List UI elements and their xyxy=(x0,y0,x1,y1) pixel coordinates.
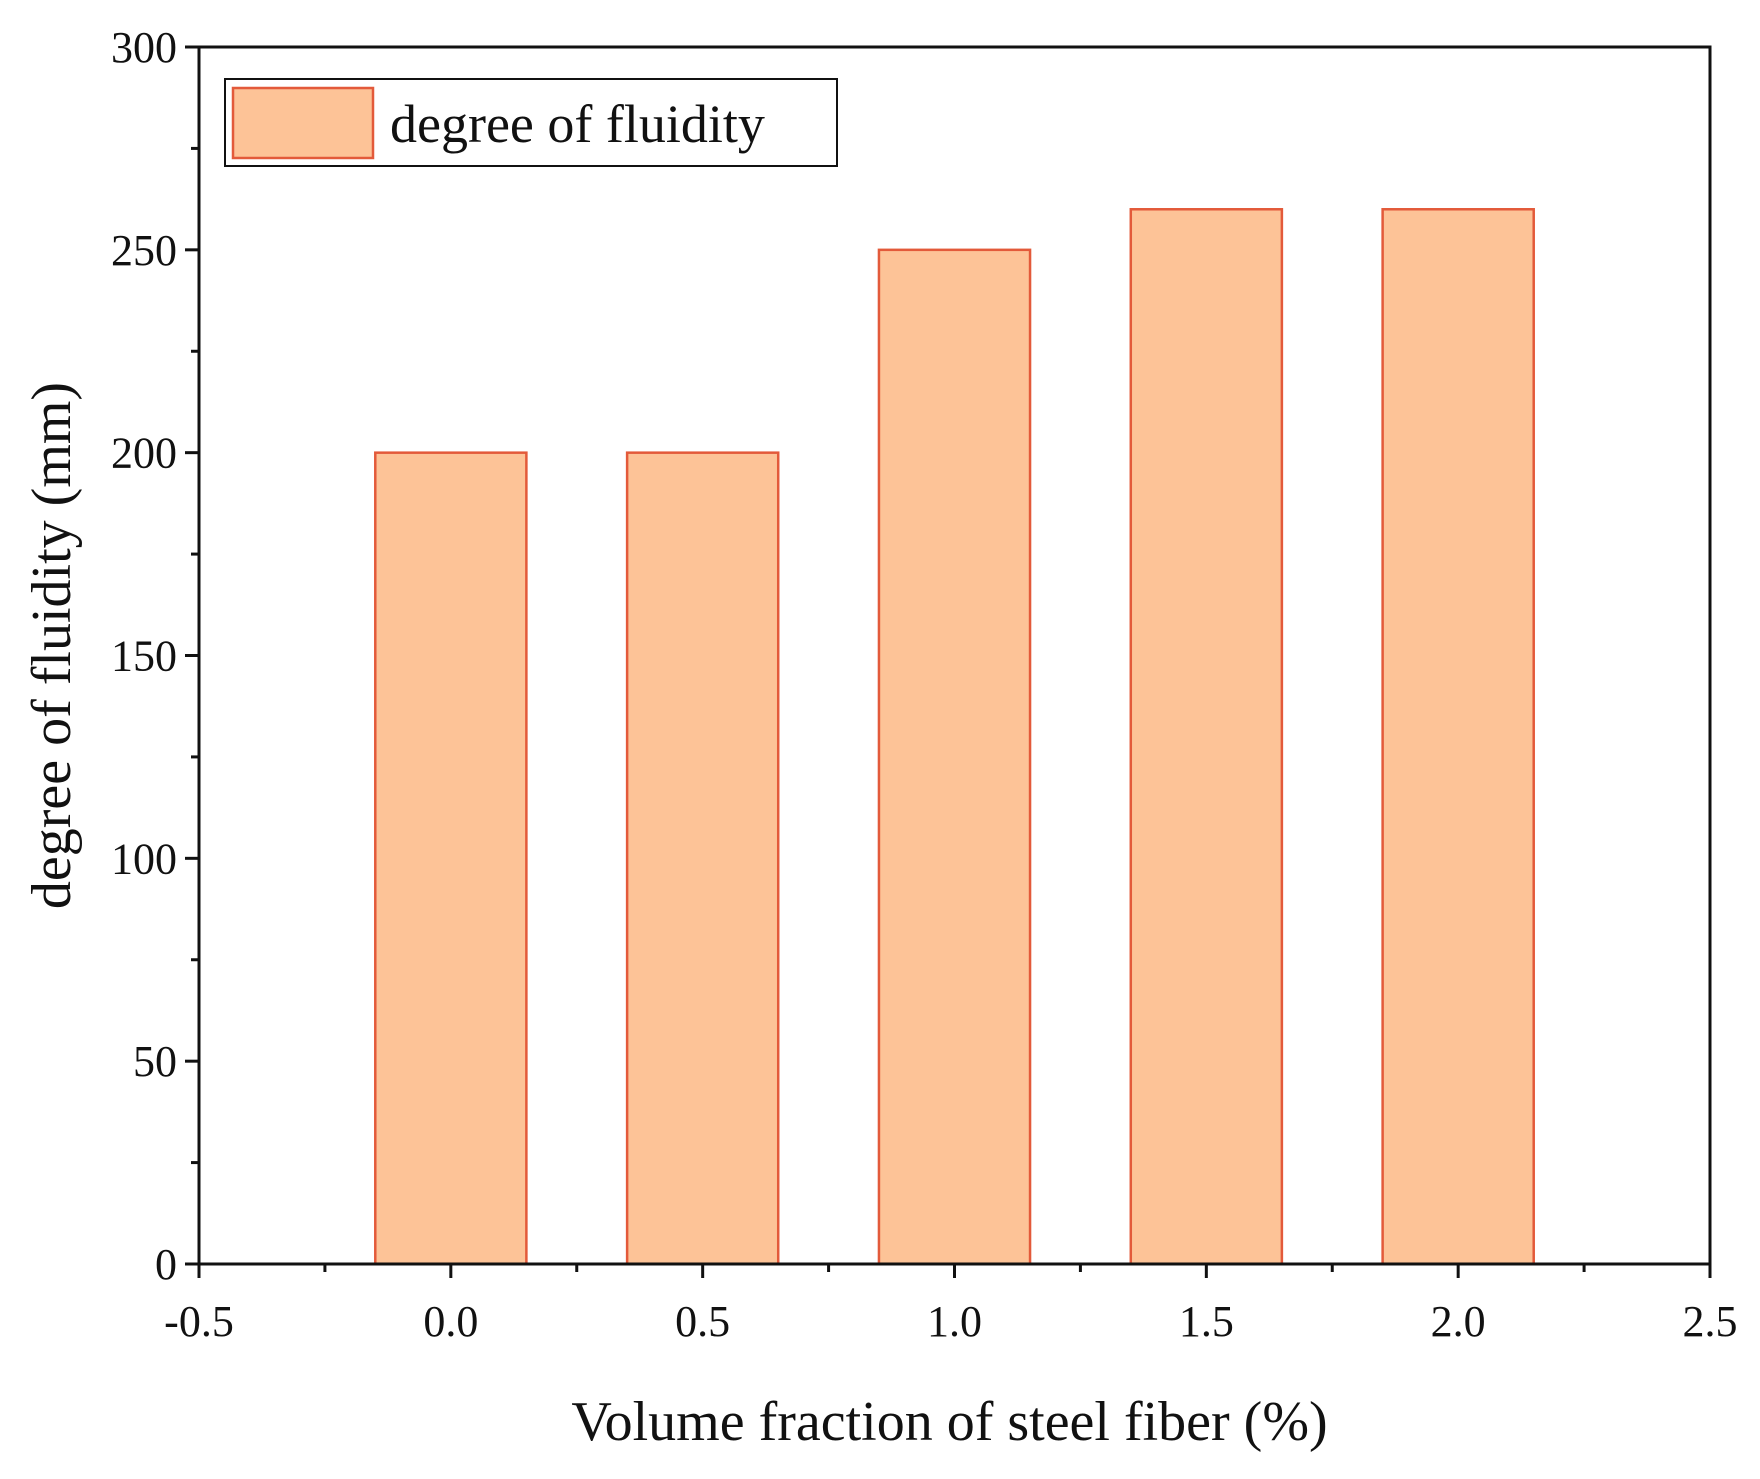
bar-3 xyxy=(1129,208,1284,1266)
y-tick-label: 50 xyxy=(133,1037,177,1086)
y-tick-label: 150 xyxy=(111,632,177,681)
bars-layer xyxy=(374,208,1535,1266)
x-tick-label: 2.5 xyxy=(1683,1297,1738,1346)
bar-1 xyxy=(625,451,780,1266)
x-tick-label: 0.5 xyxy=(675,1297,730,1346)
x-tick-label: 2.0 xyxy=(1431,1297,1486,1346)
x-tick-label: 1.5 xyxy=(1179,1297,1234,1346)
y-tick-label: 0 xyxy=(155,1240,177,1289)
bar-4 xyxy=(1381,208,1535,1266)
y-tick-label: 200 xyxy=(111,429,177,478)
x-tick-label: 1.0 xyxy=(927,1297,982,1346)
y-tick-label: 100 xyxy=(111,834,177,883)
legend-swatch xyxy=(231,86,375,160)
bar-0 xyxy=(374,451,528,1266)
y-tick-label: 300 xyxy=(111,23,177,72)
legend: degree of fluidity xyxy=(224,78,838,167)
x-tick-label: 0.0 xyxy=(423,1297,478,1346)
ticks-layer: -0.5 0.0 0.5 1.0 1.5 2.0 2.5 0 50 100 150 200 250 300 xyxy=(111,23,1738,1346)
x-axis-title: Volume fraction of steel fiber (%) xyxy=(571,1391,1327,1453)
y-axis-title: degree of fluidity (mm) xyxy=(21,382,83,909)
bar-2 xyxy=(877,248,1032,1266)
x-tick-label: -0.5 xyxy=(164,1297,234,1346)
legend-label: degree of fluidity xyxy=(390,94,765,154)
y-tick-label: 250 xyxy=(111,226,177,275)
